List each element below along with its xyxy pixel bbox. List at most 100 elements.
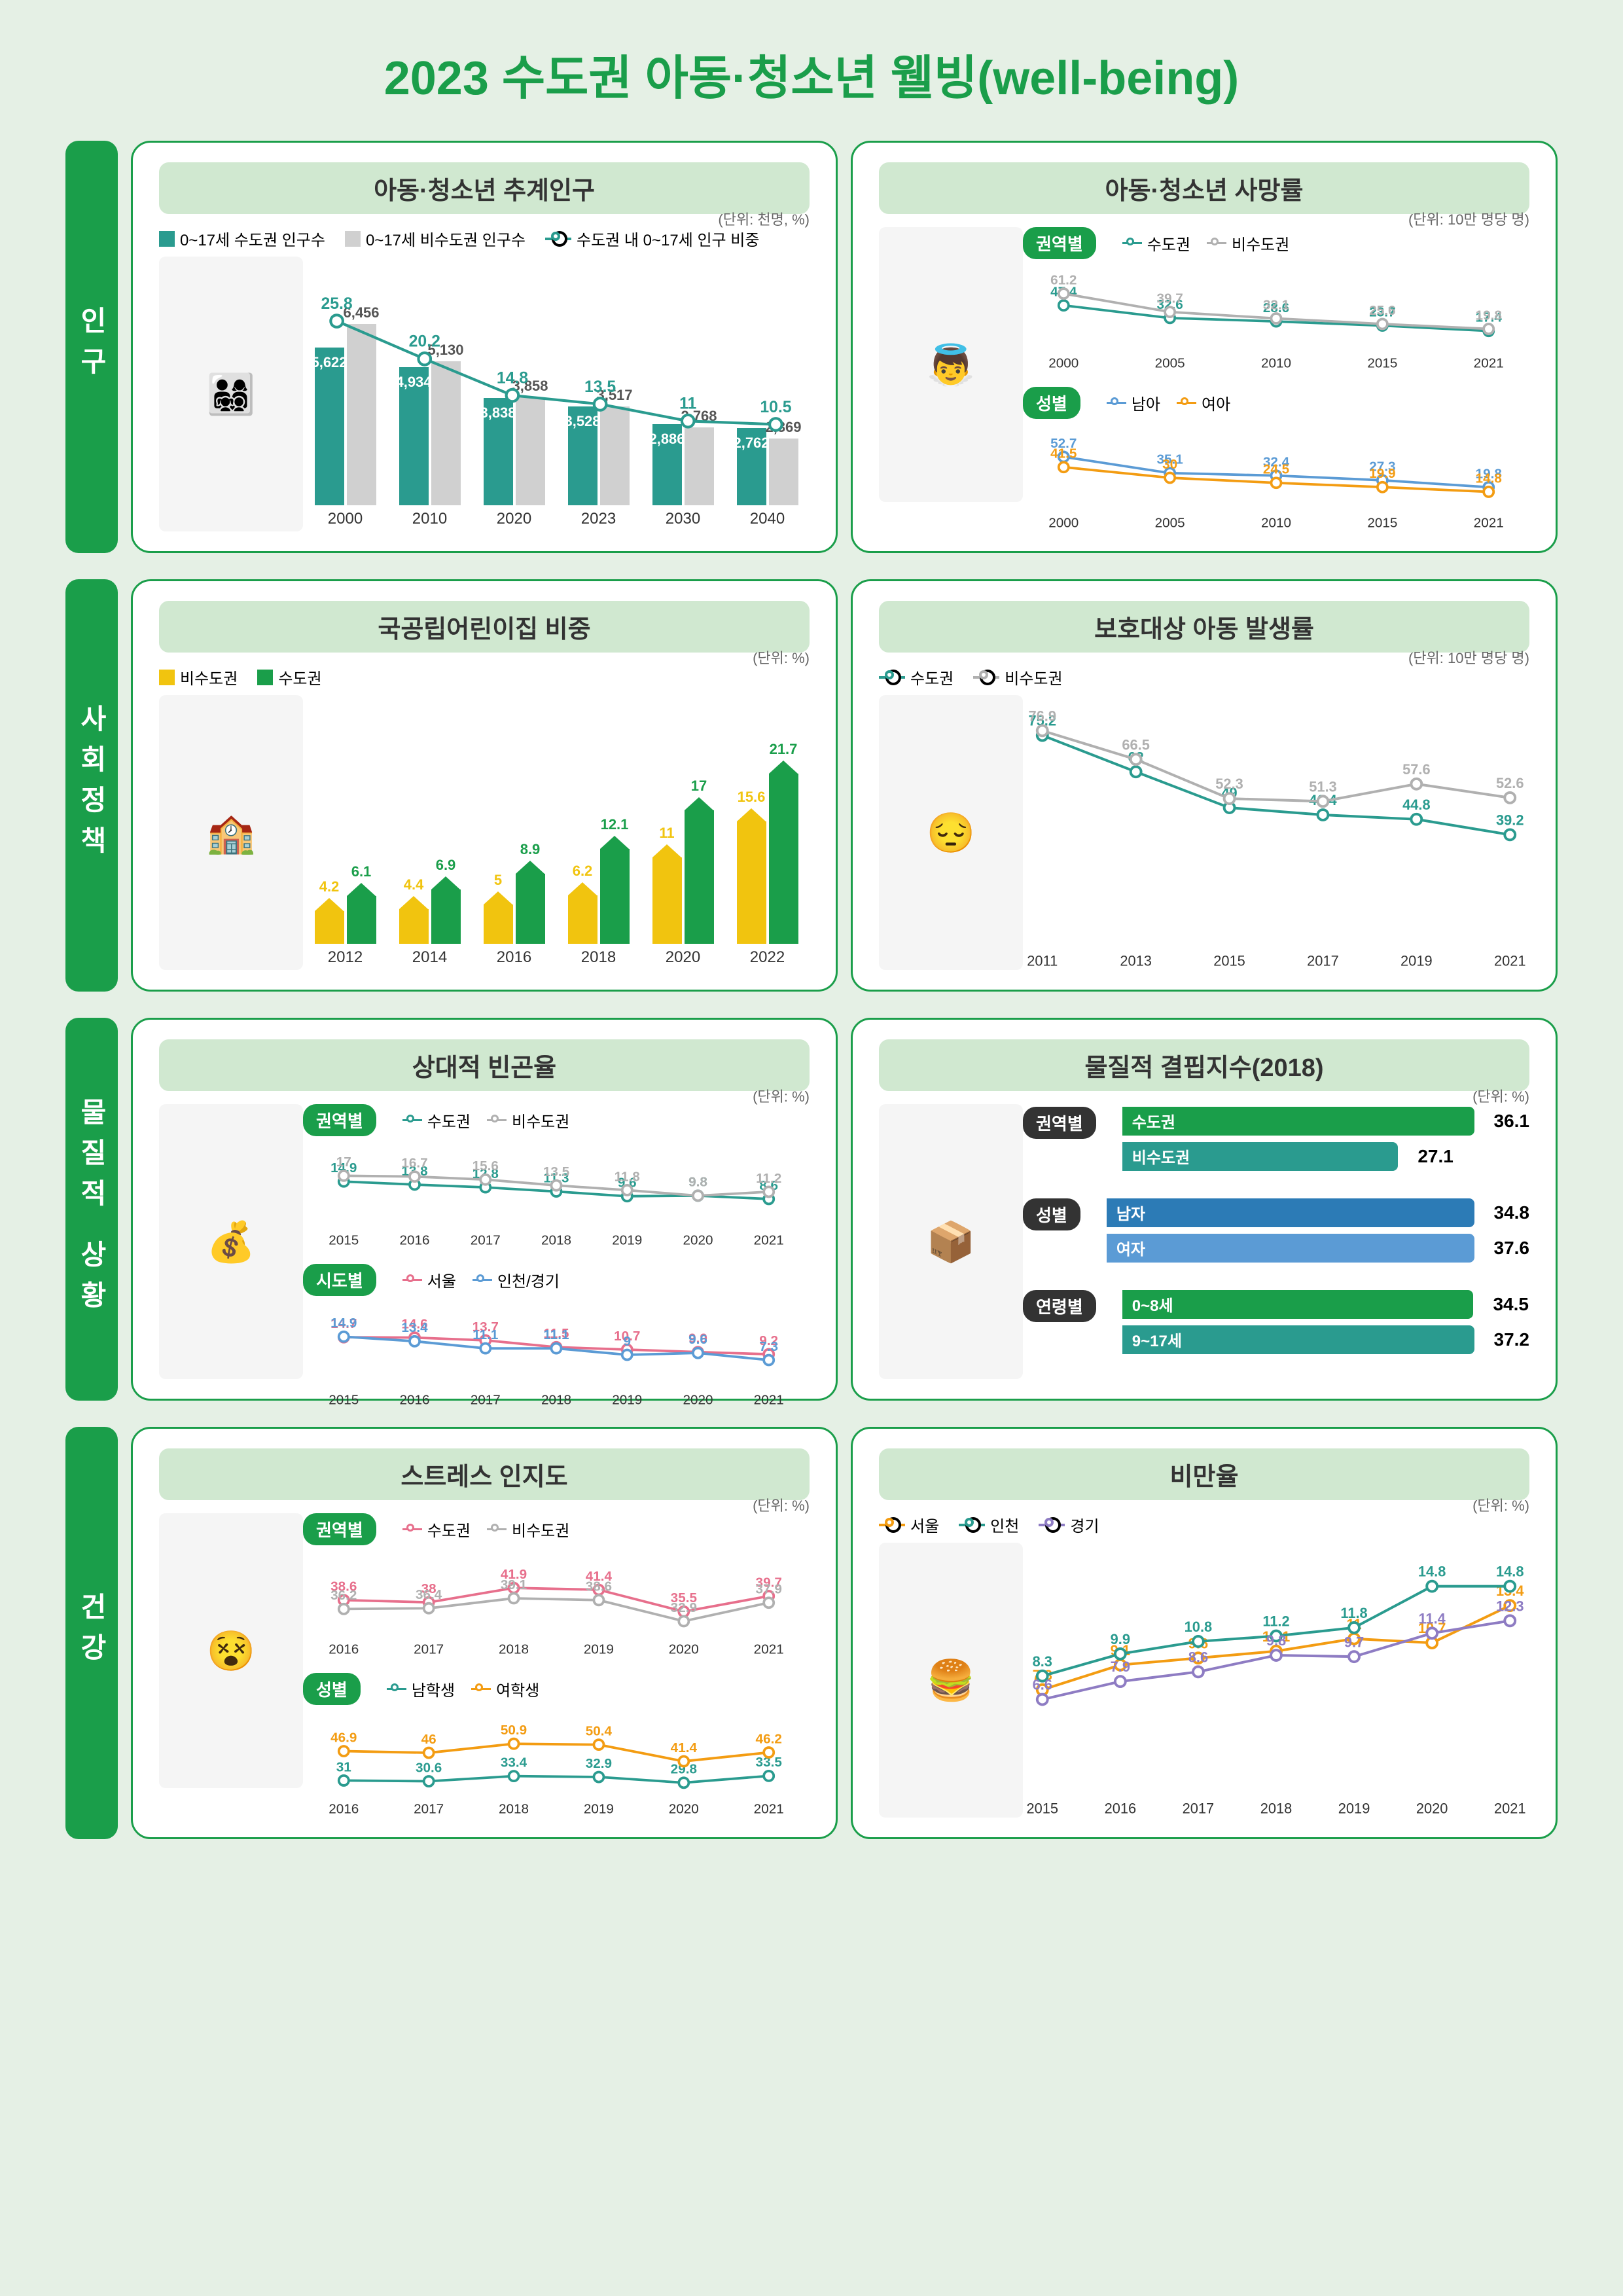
legend-item: 비수도권: [159, 666, 238, 689]
svg-text:46.9: 46.9: [330, 1730, 357, 1745]
section: 건강스트레스 인지도(단위: %)😵권역별 수도권 비수도권38.63841.9…: [65, 1427, 1558, 1839]
svg-text:13.5: 13.5: [543, 1164, 569, 1179]
section: 사회정책국공립어린이집 비중(단위: %)비수도권수도권🏫4.26.120124…: [65, 579, 1558, 992]
svg-text:2017: 2017: [471, 1392, 501, 1407]
svg-text:2018: 2018: [541, 1232, 571, 1247]
svg-text:38: 38: [421, 1581, 437, 1596]
svg-text:12.3: 12.3: [1496, 1598, 1524, 1614]
section-label: 건강: [65, 1427, 118, 1839]
svg-text:10.1: 10.1: [1262, 1628, 1290, 1645]
svg-text:2015: 2015: [329, 1232, 359, 1247]
svg-text:2020: 2020: [683, 1392, 713, 1407]
svg-text:2021: 2021: [754, 1641, 784, 1657]
svg-text:2015: 2015: [1026, 1800, 1058, 1816]
svg-text:50.4: 50.4: [586, 1724, 613, 1739]
svg-text:2019: 2019: [612, 1392, 642, 1407]
illustration: 👨‍👩‍👧‍👦: [159, 257, 303, 531]
bar-chart: 5,6226,45620004,9345,13020103,8383,85820…: [303, 257, 810, 531]
unit-label: (단위: 10만 명당 명): [1408, 208, 1529, 229]
svg-text:2016: 2016: [400, 1392, 430, 1407]
legend-item: 수도권 내 0~17세 인구 비중: [545, 227, 759, 250]
svg-text:2005: 2005: [1155, 515, 1185, 530]
svg-text:11.1: 11.1: [543, 1327, 569, 1342]
svg-text:11.1: 11.1: [473, 1327, 498, 1342]
svg-text:2019: 2019: [612, 1232, 642, 1247]
svg-text:8.3: 8.3: [1033, 1653, 1052, 1670]
svg-text:24.5: 24.5: [1263, 462, 1289, 477]
svg-text:23.7: 23.7: [1369, 304, 1395, 319]
svg-text:52.7: 52.7: [1050, 436, 1077, 451]
svg-text:36.2: 36.2: [330, 1588, 357, 1603]
svg-text:52.6: 52.6: [1496, 775, 1524, 791]
illustration: 🍔: [879, 1543, 1023, 1818]
svg-text:52.3: 52.3: [1215, 776, 1243, 792]
section: 물질적 상황상대적 빈곤율(단위: %)💰권역별 수도권 비수도권14.913.…: [65, 1018, 1558, 1401]
svg-text:2017: 2017: [414, 1801, 444, 1816]
svg-text:2018: 2018: [499, 1641, 529, 1657]
unit-label: (단위: %): [753, 647, 810, 668]
unit-label: (단위: %): [1472, 1494, 1529, 1515]
svg-text:2018: 2018: [499, 1801, 529, 1816]
svg-text:13.8: 13.8: [401, 1164, 427, 1179]
svg-text:2017: 2017: [1307, 952, 1339, 969]
svg-text:2013: 2013: [1120, 952, 1152, 969]
illustration: 😔: [879, 695, 1023, 970]
illustration: 💰: [159, 1104, 303, 1379]
svg-text:2019: 2019: [584, 1801, 614, 1816]
svg-text:11.8: 11.8: [1340, 1605, 1367, 1621]
svg-text:9.8: 9.8: [688, 1175, 707, 1190]
legend-item: 인천: [959, 1513, 1019, 1536]
section-label: 인구: [65, 141, 118, 553]
svg-text:2005: 2005: [1155, 355, 1185, 370]
svg-text:2021: 2021: [1494, 952, 1526, 969]
svg-text:41.4: 41.4: [586, 1569, 613, 1584]
svg-text:75.2: 75.2: [1029, 713, 1056, 729]
hbar-group: 권역별수도권36.1비수도권27.1: [1023, 1107, 1529, 1177]
unit-label: (단위: 10만 명당 명): [1408, 647, 1529, 668]
unit-label: (단위: 천명, %): [718, 208, 810, 229]
svg-text:10.7: 10.7: [1418, 1620, 1446, 1636]
svg-text:2010: 2010: [1261, 355, 1291, 370]
panel-title: 아동·청소년 사망률: [879, 162, 1529, 214]
svg-text:39.7: 39.7: [1157, 291, 1183, 306]
panel-title: 비만율: [879, 1448, 1529, 1500]
legend-item: 경기: [1039, 1513, 1099, 1536]
svg-text:41.4: 41.4: [671, 1740, 698, 1755]
svg-text:32.9: 32.9: [586, 1756, 612, 1771]
svg-text:41.9: 41.9: [501, 1567, 527, 1582]
illustration: 😵: [159, 1513, 303, 1788]
svg-text:8.6: 8.6: [759, 1178, 778, 1193]
unit-label: (단위: %): [1472, 1085, 1529, 1106]
svg-text:2018: 2018: [1260, 1800, 1293, 1816]
svg-text:2011: 2011: [1027, 952, 1058, 969]
svg-text:61.2: 61.2: [1050, 272, 1077, 287]
svg-text:9.6: 9.6: [618, 1175, 637, 1191]
svg-text:11: 11: [1347, 1616, 1362, 1632]
legend: 0~17세 수도권 인구수0~17세 비수도권 인구수수도권 내 0~17세 인…: [159, 227, 810, 250]
panel-title: 보호대상 아동 발생률: [879, 601, 1529, 653]
svg-text:2016: 2016: [1105, 1800, 1137, 1816]
svg-text:17.4: 17.4: [1476, 310, 1503, 325]
svg-text:62: 62: [1128, 749, 1144, 765]
svg-text:37.9: 37.9: [756, 1582, 782, 1597]
svg-text:14.6: 14.6: [401, 1317, 427, 1332]
svg-text:2021: 2021: [1494, 1800, 1526, 1816]
svg-text:9.9: 9.9: [688, 1331, 707, 1346]
svg-text:19.8: 19.8: [1476, 308, 1502, 323]
svg-text:2019: 2019: [1338, 1800, 1370, 1816]
svg-text:11.8: 11.8: [615, 1169, 640, 1184]
panel-title: 스트레스 인지도: [159, 1448, 810, 1500]
bar-chart: 4.26.120124.46.9201458.920166.212.120181…: [303, 695, 810, 970]
svg-text:32.1: 32.1: [1263, 297, 1289, 312]
svg-text:2016: 2016: [400, 1232, 430, 1247]
svg-text:44.8: 44.8: [1402, 797, 1430, 813]
hbar-group: 연령별0~8세34.59~17세37.2: [1023, 1290, 1529, 1361]
chart-panel: 아동·청소년 사망률(단위: 10만 명당 명)👼권역별 수도권 비수도권47.…: [851, 141, 1558, 553]
svg-text:2015: 2015: [1367, 515, 1397, 530]
svg-text:50.9: 50.9: [501, 1723, 527, 1738]
svg-text:9.7: 9.7: [1344, 1634, 1364, 1650]
svg-text:19.8: 19.8: [1476, 466, 1502, 481]
svg-text:2019: 2019: [584, 1641, 614, 1657]
svg-text:14.9: 14.9: [330, 1316, 357, 1331]
svg-text:12.8: 12.8: [473, 1166, 499, 1181]
